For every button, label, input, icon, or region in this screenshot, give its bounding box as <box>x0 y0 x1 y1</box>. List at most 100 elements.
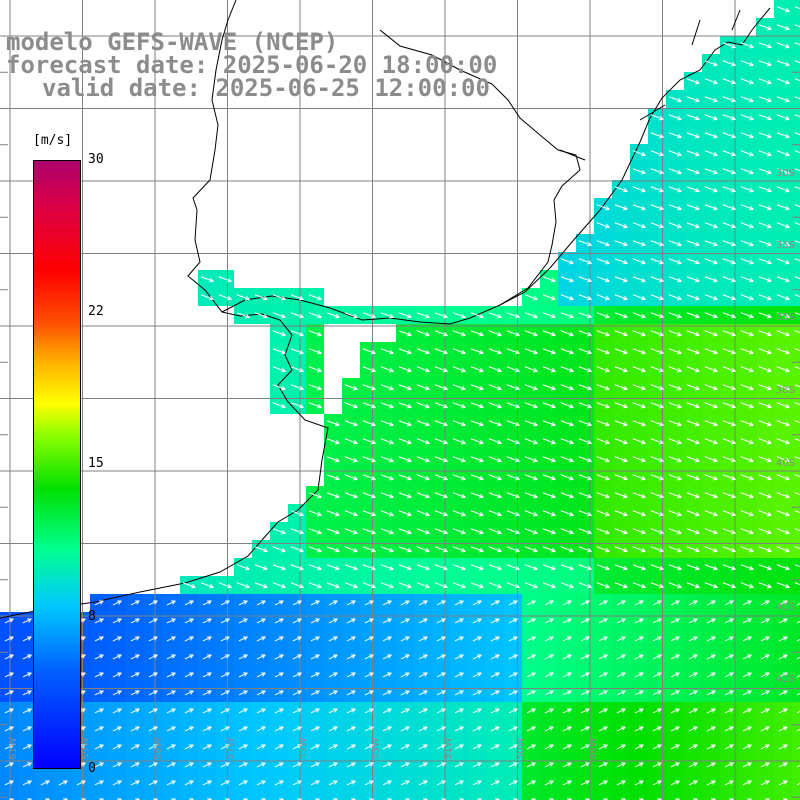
lat-label: 38S <box>776 385 795 396</box>
wind-arrow <box>614 456 629 463</box>
wind-arrow <box>614 510 629 517</box>
wind-arrow <box>452 312 467 319</box>
wind-arrow <box>274 780 284 786</box>
speed-cell <box>792 648 800 666</box>
wind-arrow <box>472 672 482 678</box>
wind-arrow <box>416 456 431 463</box>
wind-arrow <box>328 780 338 786</box>
wind-arrow <box>452 492 467 499</box>
wind-arrow <box>722 96 737 103</box>
wind-arrow <box>778 636 788 642</box>
wind-arrow <box>526 762 536 768</box>
wind-arrow <box>704 384 719 391</box>
wind-arrow <box>454 600 464 606</box>
wind-arrow <box>452 366 467 373</box>
speed-cell <box>738 792 756 800</box>
wind-arrow <box>436 654 446 660</box>
wind-arrow <box>632 276 647 283</box>
wind-arrow <box>668 348 683 355</box>
wind-arrow <box>490 690 500 696</box>
wind-arrow <box>380 366 395 373</box>
wind-arrow <box>344 546 359 553</box>
wind-arrow <box>310 780 320 786</box>
wind-arrow <box>632 510 647 517</box>
wind-arrow <box>94 636 104 642</box>
wind-arrow <box>94 672 104 678</box>
wind-arrow <box>470 528 485 535</box>
wind-arrow <box>704 438 719 445</box>
wind-arrow <box>524 510 539 517</box>
wind-arrow <box>4 636 14 642</box>
wind-arrow <box>740 474 755 481</box>
wind-arrow <box>778 780 788 786</box>
wind-arrow <box>236 312 251 319</box>
wind-arrow <box>452 402 467 409</box>
wind-arrow <box>380 546 395 553</box>
wind-arrow <box>452 510 467 517</box>
wind-arrow <box>758 222 773 229</box>
wind-arrow <box>256 636 266 642</box>
wind-arrow <box>508 708 518 714</box>
wind-arrow <box>650 528 665 535</box>
wind-arrow <box>560 582 575 589</box>
wind-arrow <box>794 96 800 100</box>
wind-arrow <box>740 492 755 499</box>
wind-arrow <box>616 654 626 660</box>
wind-arrow <box>436 762 446 768</box>
wind-arrow <box>416 528 431 535</box>
wind-arrow <box>508 690 518 696</box>
speed-cell <box>684 792 702 800</box>
wind-arrow <box>130 690 140 696</box>
wind-arrow <box>272 402 287 409</box>
wind-arrow <box>632 492 647 499</box>
wind-arrow <box>364 708 374 714</box>
wind-arrow <box>634 708 644 714</box>
wind-arrow <box>202 600 212 606</box>
wind-arrow <box>148 780 158 786</box>
wind-arrow <box>580 672 590 678</box>
wind-arrow <box>758 276 773 283</box>
wind-arrow <box>758 348 773 355</box>
wind-arrow <box>758 474 773 481</box>
wind-arrow <box>524 492 539 499</box>
wind-arrow <box>542 312 557 319</box>
wind-arrow <box>238 636 248 642</box>
wind-arrow <box>650 222 665 229</box>
wind-arrow <box>614 546 629 553</box>
wind-arrow <box>166 654 176 660</box>
wind-arrow <box>758 24 773 31</box>
wind-arrow <box>742 708 752 714</box>
wind-arrow <box>596 510 611 517</box>
wind-arrow <box>796 674 800 678</box>
wind-arrow <box>508 600 518 606</box>
wind-arrow <box>434 330 449 337</box>
speed-cell <box>756 792 774 800</box>
wind-arrow <box>760 636 770 642</box>
wind-arrow <box>166 780 176 786</box>
wind-arrow <box>382 726 392 732</box>
wind-arrow <box>686 420 701 427</box>
wind-arrow <box>652 726 662 732</box>
wind-arrow <box>650 132 665 139</box>
wind-arrow <box>632 168 647 175</box>
wind-arrow <box>758 78 773 85</box>
wind-arrow <box>308 510 323 517</box>
wind-arrow <box>724 762 734 768</box>
wind-arrow <box>686 402 701 409</box>
wind-arrow <box>524 312 539 319</box>
wind-arrow <box>740 294 755 301</box>
wind-arrow <box>794 582 800 586</box>
wind-arrow <box>724 672 734 678</box>
wind-arrow <box>130 780 140 786</box>
wind-arrow <box>776 420 791 427</box>
wind-arrow <box>364 690 374 696</box>
wind-arrow <box>758 60 773 67</box>
wind-arrow <box>742 780 752 786</box>
wind-arrow <box>506 420 521 427</box>
lon-label: 61W <box>8 737 19 760</box>
wind-arrow <box>292 636 302 642</box>
speed-cell <box>792 756 800 774</box>
wind-arrow <box>310 708 320 714</box>
